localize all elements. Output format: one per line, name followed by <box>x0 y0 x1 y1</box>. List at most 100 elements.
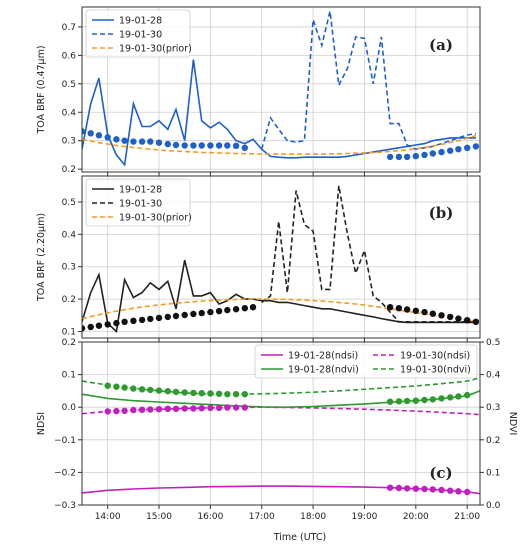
data-point <box>421 396 428 404</box>
legend-item: 19-01-28(ndsi) <box>261 351 358 362</box>
data-point <box>241 305 248 312</box>
data-point <box>198 309 205 317</box>
legend-label: 19-01-28 <box>119 185 162 196</box>
data-point <box>172 312 180 320</box>
data-point <box>207 390 214 397</box>
data-point <box>241 404 248 411</box>
data-point <box>447 394 454 401</box>
data-point <box>82 128 86 135</box>
y-tick-label: 0.3 <box>62 263 76 273</box>
data-point <box>164 405 171 412</box>
data-point <box>87 323 94 331</box>
data-point <box>429 310 436 317</box>
legend-item: 19-01-28 <box>92 185 162 196</box>
data-point <box>147 386 154 394</box>
data-point <box>455 393 462 400</box>
legend-item: 19-01-28(ndvi) <box>261 365 359 376</box>
data-point <box>130 317 137 324</box>
y-tick-label: 0.4 <box>62 230 77 240</box>
x-axis-label: Time (UTC) <box>273 532 327 543</box>
data-point <box>130 385 137 392</box>
legend-item: 19-01-30 <box>92 199 162 210</box>
y-tick-label: −0.2 <box>54 468 76 478</box>
data-point <box>412 152 419 160</box>
legend: 19-01-28 19-01-30 19-01-30(prior) <box>85 9 192 58</box>
data-point <box>181 311 188 319</box>
panel-label: (c) <box>429 464 452 482</box>
legend: 19-01-28(ndsi) 19-01-30(ndsi) 19-01-28(ndv… <box>254 344 478 379</box>
y-tick-label: 0.4 <box>62 108 77 118</box>
data-point <box>190 310 197 318</box>
data-point <box>403 485 411 492</box>
data-point <box>249 304 257 311</box>
data-point <box>421 151 428 159</box>
legend-label: 19-01-28(ndvi) <box>288 365 359 376</box>
data-point <box>121 318 128 325</box>
data-point <box>104 408 111 415</box>
data-point <box>207 404 214 412</box>
legend-item: 19-01-30(prior) <box>92 213 192 224</box>
data-point <box>464 488 471 496</box>
legend-label: 19-01-28 <box>119 16 162 27</box>
legend-label: 19-01-30(prior) <box>119 44 192 55</box>
data-point <box>172 405 180 412</box>
data-point <box>172 388 180 396</box>
y-axis-label: NDSI <box>36 412 47 435</box>
series-line-19-01-28-ndsi <box>82 485 480 495</box>
x-tick-label: 20:00 <box>403 512 429 522</box>
data-point <box>455 488 462 495</box>
data-point <box>438 312 445 319</box>
data-point <box>104 321 111 328</box>
legend-label: 19-01-30 <box>119 199 162 210</box>
y2-tick-label: 0.4 <box>486 371 501 381</box>
series-line-19-01-30-prior <box>82 298 477 322</box>
legend-label: 19-01-30 <box>119 30 162 41</box>
data-point <box>241 391 248 398</box>
y-tick-label: 0.0 <box>62 403 77 413</box>
y-axis-label: TOA BRF (0.47μm) <box>36 45 47 134</box>
data-point <box>215 307 223 315</box>
y-tick-label: 0.6 <box>62 51 77 61</box>
y2-tick-label: 0.3 <box>486 403 500 413</box>
data-point <box>386 304 394 311</box>
data-point <box>438 395 445 402</box>
data-point <box>190 389 197 397</box>
plot-frame <box>81 175 481 339</box>
data-point <box>104 382 111 389</box>
plot-frame <box>81 6 481 173</box>
data-point <box>232 391 240 398</box>
data-point <box>215 390 223 397</box>
plot-frame <box>81 341 481 506</box>
data-point <box>395 484 403 492</box>
legend: 19-01-28 19-01-30 19-01-30(prior) <box>85 178 192 227</box>
data-point <box>181 142 188 149</box>
legend-item: 19-01-30 <box>92 30 162 41</box>
data-point <box>82 325 86 332</box>
series-line-19-01-30-prior <box>82 134 477 155</box>
data-point <box>395 305 403 312</box>
y-tick-label: 0.5 <box>62 198 76 208</box>
x-tick-label: 16:00 <box>197 512 223 522</box>
legend-item: 19-01-30(prior) <box>92 44 192 55</box>
data-point <box>155 314 163 322</box>
data-point <box>190 405 197 412</box>
data-point <box>207 142 214 149</box>
y-tick-label: 0.3 <box>62 137 76 147</box>
data-point <box>412 307 419 314</box>
data-point <box>472 143 480 150</box>
y-tick-label: −0.3 <box>54 501 76 511</box>
data-point <box>455 315 462 322</box>
data-point <box>138 138 146 145</box>
data-point <box>438 148 445 156</box>
series-line-19-01-28-ndvi <box>82 390 480 409</box>
data-point <box>207 308 214 316</box>
data-point <box>198 142 205 149</box>
data-point <box>412 485 419 492</box>
data-point <box>121 137 128 144</box>
data-point <box>190 142 197 149</box>
data-point <box>464 317 471 324</box>
x-tick-label: 17:00 <box>249 512 275 522</box>
data-point <box>421 308 428 316</box>
data-point <box>438 486 445 494</box>
